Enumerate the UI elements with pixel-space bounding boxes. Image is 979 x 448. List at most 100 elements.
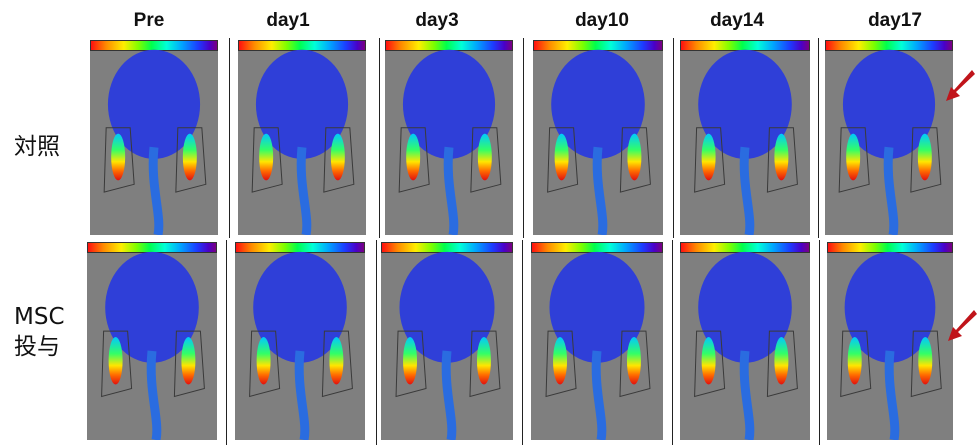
row-label-control: 対照 [14, 132, 60, 162]
column-header-day14: day14 [710, 10, 764, 31]
mouse-tail [739, 146, 755, 235]
mouse-tail [592, 146, 608, 235]
roi-outline [766, 127, 798, 193]
row1-day3-image [385, 40, 513, 235]
mouse-tail [884, 350, 900, 440]
row-label-msc-line1: MSC [14, 304, 65, 330]
paw-signal [554, 133, 569, 181]
roi-outline [323, 127, 355, 193]
mouse-body [105, 251, 199, 363]
row1-day10-image [533, 40, 663, 235]
paw-signal [330, 133, 345, 181]
roi-outline [619, 330, 651, 398]
paw-signal [847, 337, 862, 385]
roi-outline [470, 127, 502, 193]
row1-day1-image [238, 40, 366, 235]
column-divider [229, 38, 230, 238]
paw-signal [774, 337, 789, 385]
column-header-day3: day3 [415, 10, 459, 31]
paw-signal [477, 133, 492, 181]
paw-signal [476, 337, 491, 385]
paw-signal [108, 337, 123, 385]
roi-outline [175, 127, 207, 193]
column-divider [379, 38, 380, 238]
arrow-icon [946, 70, 975, 101]
roi-outline [910, 330, 942, 398]
roi-outline [249, 330, 281, 398]
column-divider [522, 240, 523, 445]
row1-day14-image [680, 40, 810, 235]
arrow-icon [948, 310, 977, 341]
mouse-tail [883, 146, 899, 235]
paw-signal [111, 133, 126, 181]
mouse-tail [591, 350, 607, 440]
roi-outline [395, 330, 427, 398]
roi-outline [321, 330, 353, 398]
column-divider [523, 38, 524, 238]
row2-day17-image [827, 242, 953, 440]
mouse-body [107, 49, 201, 159]
roi-outline [398, 127, 430, 193]
column-header-day1: day1 [266, 10, 310, 31]
column-header-day10: day10 [575, 10, 629, 31]
mouse-body [698, 251, 792, 363]
paw-signal [701, 337, 716, 385]
roi-outline [469, 330, 501, 398]
row1-day17-image [825, 40, 953, 235]
roi-outline [173, 330, 205, 398]
column-header-day17: day17 [868, 10, 922, 31]
paw-signal [701, 133, 716, 181]
paw-signal [259, 133, 274, 181]
row-label-msc: MSC 投与 [14, 302, 65, 362]
row-label-msc-line2: 投与 [14, 334, 60, 360]
roi-outline [545, 330, 577, 398]
mouse-tail [443, 146, 459, 235]
mouse-body [399, 251, 495, 363]
mouse-body [698, 49, 792, 159]
paw-signal [403, 337, 418, 385]
roi-outline [103, 127, 135, 193]
row-label-control-line: 対照 [14, 134, 60, 160]
paw-signal [917, 133, 932, 181]
paw-signal [846, 133, 861, 181]
roi-outline [547, 127, 579, 193]
row2-pre-image [87, 242, 217, 440]
mouse-body [549, 251, 645, 363]
paw-signal [627, 133, 642, 181]
column-divider [818, 38, 819, 238]
mouse-tail [296, 146, 312, 235]
column-divider [376, 240, 377, 445]
paw-signal [256, 337, 271, 385]
roi-outline [694, 330, 726, 398]
roi-outline [694, 127, 726, 193]
mouse-body [255, 49, 349, 159]
mouse-body [551, 49, 645, 159]
row2-day14-image [680, 242, 810, 440]
roi-outline [251, 127, 283, 193]
mouse-body [402, 49, 496, 159]
roi-outline [766, 330, 798, 398]
mouse-tail [148, 146, 164, 235]
row1-pre-image [90, 40, 218, 235]
mouse-body [253, 251, 347, 363]
roi-outline [619, 127, 651, 193]
paw-signal [918, 337, 933, 385]
mouse-tail [441, 350, 457, 440]
paw-signal [553, 337, 568, 385]
paw-signal [626, 337, 641, 385]
row2-day10-image [531, 242, 663, 440]
paw-signal [329, 337, 344, 385]
paw-signal [181, 337, 196, 385]
column-divider [673, 38, 674, 238]
roi-outline [910, 127, 942, 193]
column-divider [672, 240, 673, 445]
mouse-tail [739, 350, 755, 440]
mouse-tail [146, 350, 162, 440]
roi-outline [838, 127, 870, 193]
mouse-body [842, 49, 936, 159]
paw-signal [182, 133, 197, 181]
paw-signal [774, 133, 789, 181]
roi-outline [840, 330, 872, 398]
paw-signal [406, 133, 421, 181]
row2-day1-image [235, 242, 365, 440]
